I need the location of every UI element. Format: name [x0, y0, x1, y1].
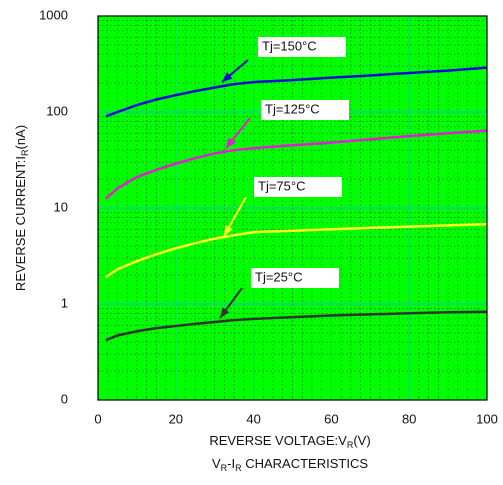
curves [104, 66, 488, 342]
y-tick-label: 1000 [39, 7, 68, 22]
annotation-box [251, 268, 339, 288]
series-label: Tj=25°C [255, 269, 302, 284]
plot-frame [97, 15, 488, 401]
y-tick-label: 0 [61, 391, 68, 406]
chart-title: VR-IR CHARACTERISTICS [212, 456, 368, 473]
x-tick-label: 0 [94, 411, 101, 426]
annotation-box [254, 177, 342, 197]
x-tick-label: 40 [246, 411, 260, 426]
line-series [105, 66, 488, 118]
x-tick-label: 80 [402, 411, 416, 426]
y-tick-label: 1 [61, 295, 68, 310]
arrow-head [224, 225, 233, 236]
series-label: Tj=125°C [265, 101, 320, 116]
series-label: Tj=75°C [258, 178, 305, 193]
x-tick-label: 20 [169, 411, 183, 426]
annotation-box [258, 37, 346, 57]
arrow-head [222, 72, 233, 82]
x-tick-label: 60 [324, 411, 338, 426]
x-tick-label: 100 [476, 411, 498, 426]
line-series [105, 222, 488, 279]
x-axis-title: REVERSE VOLTAGE:VR(V) [209, 433, 370, 450]
arrow-head [226, 137, 236, 148]
y-axis-title: REVERSE CURRENT:IR(nA) [13, 125, 30, 291]
y-tick-label: 100 [46, 103, 68, 118]
line-series [104, 129, 488, 200]
annotation-box [261, 100, 349, 120]
arrow-head [220, 307, 230, 318]
y-tick-label: 10 [54, 199, 68, 214]
series-label: Tj=150°C [262, 38, 317, 53]
line-series [105, 310, 488, 342]
grid [97, 15, 488, 401]
